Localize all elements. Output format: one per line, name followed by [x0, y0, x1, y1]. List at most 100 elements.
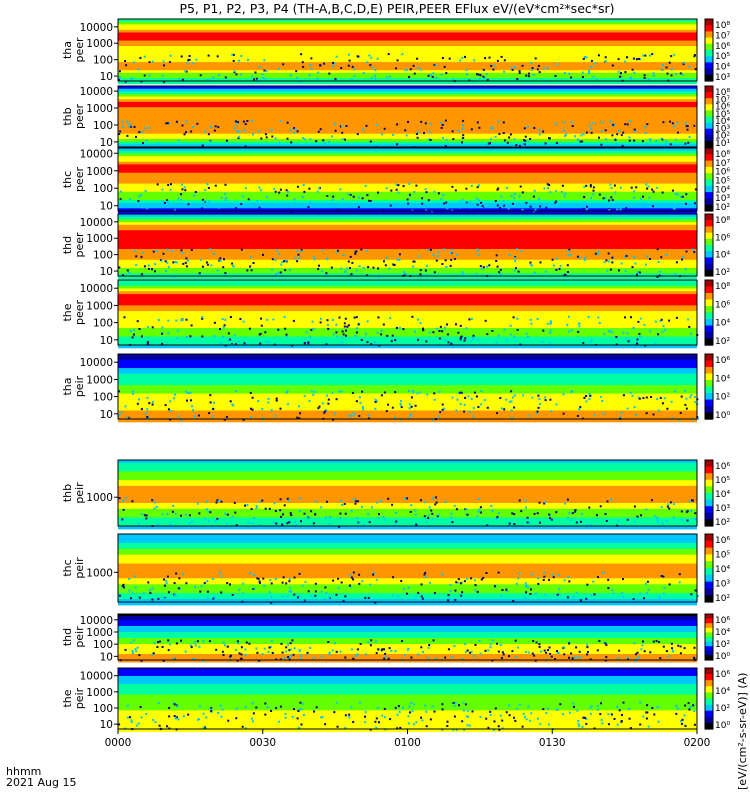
speckle — [118, 76, 121, 79]
speckle — [328, 72, 331, 75]
speckle — [316, 190, 319, 193]
speckle — [610, 498, 613, 501]
panel-probe-label: thb — [61, 107, 74, 125]
speckle — [384, 655, 387, 658]
speckle — [298, 595, 301, 597]
speckle — [487, 649, 490, 652]
energy-band — [118, 123, 697, 127]
speckle — [175, 572, 178, 575]
speckle — [123, 586, 125, 589]
speckle — [503, 408, 506, 411]
speckle — [659, 270, 662, 273]
speckle — [319, 317, 322, 320]
speckle — [427, 74, 430, 77]
energy-band — [118, 471, 697, 475]
speckle — [653, 74, 655, 77]
speckle — [643, 77, 646, 79]
speckle — [570, 518, 573, 521]
speckle — [219, 328, 221, 331]
speckle — [660, 256, 663, 259]
speckle — [538, 397, 541, 400]
speckle — [124, 60, 127, 62]
speckle — [554, 75, 557, 77]
speckle — [293, 198, 296, 201]
colorbar-step — [705, 551, 713, 555]
colorbar-step — [705, 332, 713, 336]
panel-species-label: peir — [73, 687, 86, 709]
speckle — [470, 317, 473, 320]
speckle — [530, 712, 533, 715]
speckle — [192, 409, 194, 412]
speckle — [319, 321, 322, 324]
speckle — [506, 590, 508, 592]
speckle — [210, 710, 213, 712]
speckle — [151, 400, 154, 403]
speckle — [133, 126, 136, 128]
speckle — [500, 595, 503, 598]
energy-band — [118, 402, 697, 406]
speckle — [643, 597, 645, 600]
speckle — [679, 72, 682, 75]
panel-species-label: peer — [73, 37, 86, 63]
speckle — [402, 185, 405, 188]
speckle — [126, 120, 129, 123]
speckle — [397, 184, 400, 187]
speckle — [151, 60, 154, 63]
speckle — [679, 652, 682, 655]
speckle — [183, 133, 186, 136]
speckle — [543, 67, 546, 70]
speckle — [510, 409, 513, 412]
colorbar-step — [705, 195, 713, 200]
speckle — [243, 129, 246, 132]
colorbar-tick-label: 10⁰ — [715, 411, 730, 421]
speckle — [545, 206, 548, 209]
speckle — [166, 248, 169, 251]
speckle — [423, 515, 426, 518]
speckle — [246, 503, 249, 506]
speckle — [590, 523, 593, 526]
colorbar-step — [705, 248, 713, 252]
speckle — [361, 197, 364, 200]
colorbar-step — [705, 98, 713, 102]
speckle — [227, 332, 230, 335]
speckle — [178, 587, 181, 590]
speckle — [175, 319, 178, 322]
speckle — [462, 119, 465, 122]
speckle — [446, 333, 449, 336]
speckle — [524, 715, 526, 718]
speckle — [604, 197, 607, 200]
y-tick-label: 10 — [100, 137, 113, 149]
speckle — [618, 709, 621, 712]
energy-band — [118, 683, 697, 687]
speckle — [513, 335, 516, 338]
speckle — [550, 321, 552, 324]
colorbar-step — [705, 616, 713, 620]
speckle — [673, 125, 676, 128]
speckle — [657, 333, 660, 336]
speckle — [578, 725, 581, 728]
speckle — [470, 128, 473, 131]
speckle — [644, 132, 647, 134]
colorbar-step — [705, 537, 713, 542]
speckle — [301, 584, 304, 587]
speckle — [199, 705, 202, 708]
speckle — [432, 331, 435, 334]
colorbar-step — [705, 59, 713, 63]
speckle — [298, 417, 301, 420]
speckle — [563, 579, 566, 582]
speckle — [478, 640, 481, 642]
speckle — [307, 206, 310, 209]
energy-band — [118, 136, 697, 140]
speckle — [175, 120, 178, 123]
speckle — [199, 259, 202, 261]
speckle — [280, 642, 283, 645]
speckle — [660, 137, 663, 140]
energy-band — [118, 169, 697, 174]
speckle — [314, 590, 317, 593]
speckle — [435, 77, 438, 80]
energy-band — [118, 148, 697, 152]
speckle — [422, 651, 424, 654]
speckle — [559, 703, 562, 706]
speckle — [635, 525, 638, 528]
